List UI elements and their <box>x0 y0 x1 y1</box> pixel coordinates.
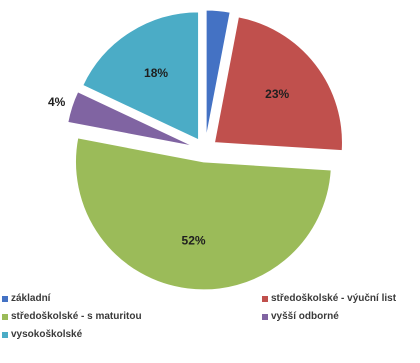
legend-swatch <box>2 295 8 302</box>
slice-value-label-3: 4% <box>48 95 66 109</box>
pie-slice-1 <box>213 16 343 152</box>
legend-label: základní <box>11 293 51 304</box>
legend-item-vyucni-list: středoškolské - výuční list <box>262 293 396 304</box>
pie-slice-3 <box>67 91 194 147</box>
legend-item-vyssi-odborne: vyšší odborné <box>262 311 339 322</box>
slice-value-label-0: 3% <box>211 0 229 2</box>
legend-label: vysokoškolské <box>11 329 83 340</box>
pie-slice-0 <box>205 9 231 139</box>
legend-label: středoškolské - s maturitou <box>11 311 142 322</box>
legend-swatch <box>2 313 8 320</box>
legend-swatch <box>262 313 268 320</box>
slice-value-label-1: 23% <box>265 87 289 101</box>
legend-label: středoškolské - výuční list <box>271 293 397 304</box>
legend-swatch <box>2 331 8 338</box>
legend-item-maturita: středoškolské - s maturitou <box>2 311 142 322</box>
legend-item-vysokoskolske: vysokoškolské <box>2 329 82 340</box>
legend: základní středoškolské - výuční list stř… <box>0 290 420 363</box>
pie-slice-2 <box>75 137 332 290</box>
pie-chart: 3% 23% 52% 4% 18% <box>48 0 343 290</box>
legend-item-zakladni: základní <box>2 293 50 304</box>
legend-label: vyšší odborné <box>271 311 339 322</box>
slice-value-label-2: 52% <box>182 234 206 248</box>
legend-swatch <box>262 295 268 302</box>
slice-value-label-4: 18% <box>144 66 168 80</box>
pie-slice-4 <box>82 11 200 141</box>
